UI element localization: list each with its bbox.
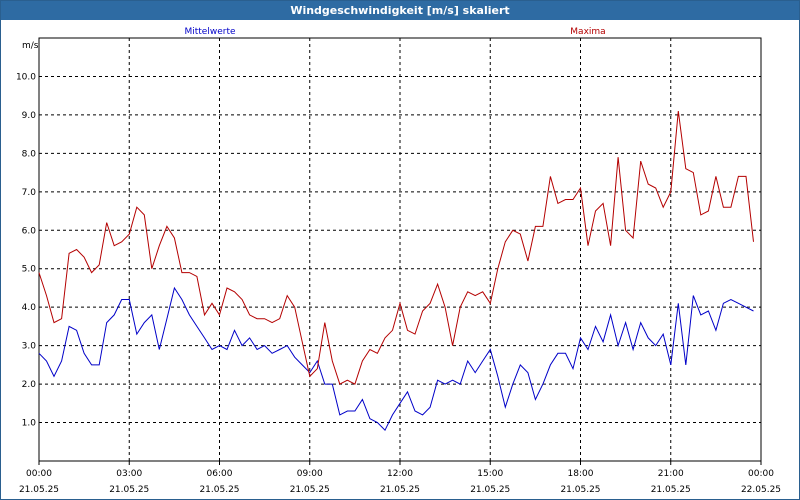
x-tick-date: 22.05.25 bbox=[741, 485, 781, 495]
x-tick-date: 21.05.25 bbox=[199, 485, 239, 495]
y-axis-ticks: 1.0 2.0 3.0 4.0 5.0 6.0 7.0 8.0 9.0 10.0 bbox=[16, 72, 36, 428]
x-tick-date: 21.05.25 bbox=[109, 485, 149, 495]
x-tick-time: 09:00 bbox=[297, 469, 323, 479]
x-tick-date: 21.05.25 bbox=[560, 485, 600, 495]
x-tick-date: 21.05.25 bbox=[290, 485, 330, 495]
y-tick-label: 9.0 bbox=[22, 111, 37, 121]
x-tick-time: 21:00 bbox=[658, 469, 684, 479]
x-axis-ticks: 00:00 21.05.25 03:00 21.05.25 06:00 21.05.25 0… bbox=[19, 461, 781, 495]
x-tick-date: 21.05.25 bbox=[470, 485, 510, 495]
legend-mittelwerte: Mittelwerte bbox=[184, 27, 235, 37]
y-tick-label: 1.0 bbox=[22, 419, 37, 429]
series-line-maxima bbox=[38, 111, 754, 385]
y-tick-label: 4.0 bbox=[22, 303, 37, 313]
chart-title: Windgeschwindigkeit [m/s] skaliert bbox=[1, 1, 799, 20]
y-tick-label: 10.0 bbox=[16, 72, 36, 82]
y-tick-label: 6.0 bbox=[22, 226, 37, 236]
x-tick-date: 21.05.25 bbox=[19, 485, 59, 495]
x-tick-date: 21.05.25 bbox=[651, 485, 691, 495]
y-tick-label: 7.0 bbox=[22, 188, 37, 198]
series-group bbox=[38, 111, 754, 432]
y-axis-unit-label: m/s bbox=[22, 41, 39, 51]
y-tick-label: 8.0 bbox=[22, 149, 37, 159]
x-tick-time: 03:00 bbox=[116, 469, 142, 479]
legend-maxima: Maxima bbox=[570, 27, 605, 37]
x-tick-time: 15:00 bbox=[477, 469, 503, 479]
x-tick-time: 12:00 bbox=[387, 469, 413, 479]
x-tick-time: 00:00 bbox=[26, 469, 52, 479]
x-tick-time: 18:00 bbox=[568, 469, 594, 479]
x-tick-date: 21.05.25 bbox=[380, 485, 420, 495]
y-tick-label: 2.0 bbox=[22, 380, 37, 390]
series-line-mittelwerte bbox=[38, 286, 754, 432]
y-tick-label: 5.0 bbox=[22, 265, 37, 275]
y-tick-label: 3.0 bbox=[22, 342, 37, 352]
grid-lines bbox=[39, 38, 761, 461]
x-tick-time: 00:00 bbox=[748, 469, 774, 479]
x-tick-time: 06:00 bbox=[207, 469, 233, 479]
